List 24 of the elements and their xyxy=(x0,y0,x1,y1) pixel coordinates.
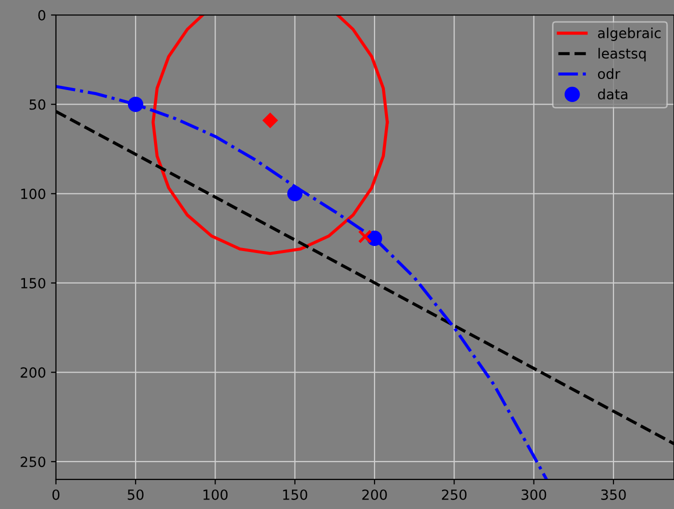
x-tick-label: 100 xyxy=(204,489,228,500)
x-tick-label: 250 xyxy=(442,489,467,500)
x-tick-label: 350 xyxy=(601,489,626,500)
line-series xyxy=(56,84,548,480)
y-tick-label: 100 xyxy=(21,188,46,200)
x-tick-label: 200 xyxy=(362,489,387,500)
y-tick-label: 0 xyxy=(38,10,46,20)
y-tick-label: 250 xyxy=(20,456,46,468)
point xyxy=(366,230,382,246)
y-tick-label: 50 xyxy=(30,99,46,110)
point xyxy=(358,230,372,244)
x-tick-label: 300 xyxy=(522,489,546,500)
legend-label: data xyxy=(598,88,628,100)
point xyxy=(128,96,144,112)
y-tick-label: 150 xyxy=(21,278,46,288)
y-tick-label: 200 xyxy=(20,367,46,378)
point xyxy=(287,186,303,202)
legend-label: odr xyxy=(598,68,620,80)
legend-label: algebraic xyxy=(598,28,661,41)
x-tick-label: 0 xyxy=(52,489,60,500)
x-tick-label: 150 xyxy=(283,489,308,500)
point xyxy=(262,112,278,128)
legend-label: leastsq xyxy=(598,48,646,62)
x-tick-label: 50 xyxy=(128,489,144,500)
